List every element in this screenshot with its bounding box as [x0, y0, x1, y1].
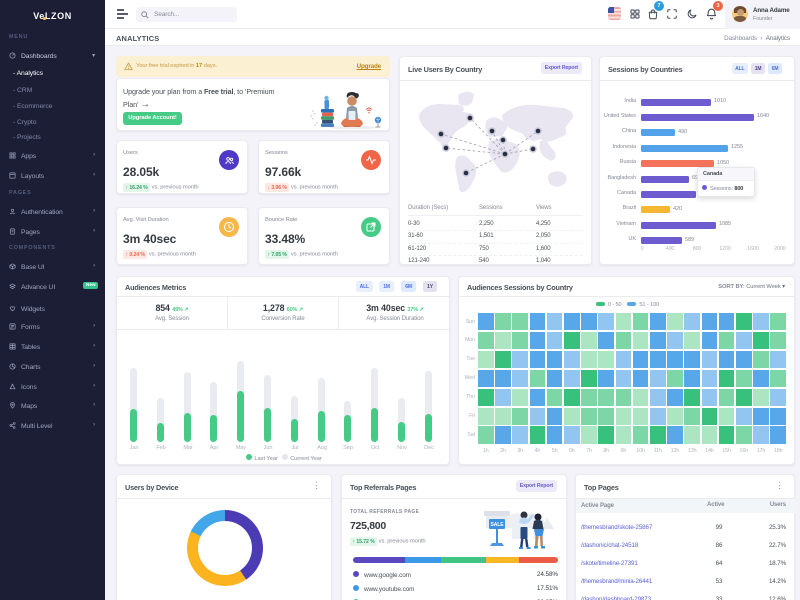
svg-text:SALE: SALE [491, 522, 505, 528]
